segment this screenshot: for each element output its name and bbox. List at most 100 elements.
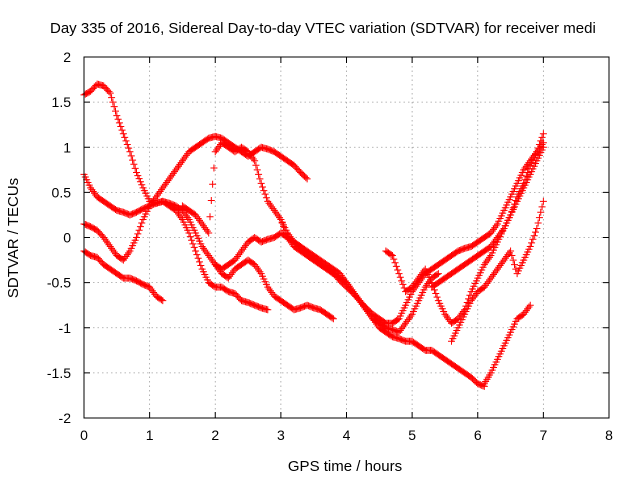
- data-point-marker: [264, 306, 272, 314]
- data-point-marker: [232, 254, 240, 262]
- data-point-marker: [482, 281, 490, 289]
- data-point-marker: [177, 159, 185, 167]
- data-point-marker: [112, 107, 119, 115]
- data-point-marker: [152, 193, 160, 201]
- data-point-marker: [175, 162, 182, 170]
- data-point-marker: [255, 170, 263, 178]
- data-point-marker: [467, 297, 475, 305]
- data-point-marker: [198, 220, 206, 228]
- data-point-marker: [247, 151, 255, 159]
- data-point-marker: [262, 194, 270, 202]
- plot-frame: [83, 56, 610, 419]
- data-point-marker: [182, 212, 190, 220]
- data-point-marker: [270, 206, 278, 214]
- data-point-marker: [303, 175, 311, 183]
- data-point-marker: [123, 251, 131, 259]
- data-point-marker: [196, 216, 203, 224]
- series-track-7: [277, 139, 547, 327]
- data-point-marker: [199, 222, 207, 230]
- data-point-marker: [176, 212, 184, 220]
- data-point-marker: [398, 277, 406, 285]
- data-point-marker: [328, 314, 336, 322]
- data-point-marker: [526, 243, 534, 251]
- data-point-marker: [497, 260, 505, 268]
- data-point-marker: [534, 219, 542, 227]
- data-point-marker: [471, 291, 479, 299]
- data-point-marker: [203, 250, 211, 258]
- data-point-marker: [265, 285, 273, 293]
- data-point-marker: [539, 197, 547, 205]
- data-point-marker: [387, 251, 395, 259]
- data-point-marker: [492, 222, 500, 230]
- data-point-marker: [480, 261, 488, 269]
- data-point-marker: [146, 202, 154, 210]
- data-point-marker: [521, 308, 529, 316]
- data-point-marker: [409, 281, 417, 289]
- data-point-marker: [487, 229, 495, 237]
- data-point-marker: [507, 247, 515, 255]
- data-point-marker: [434, 270, 442, 278]
- data-point-marker: [168, 171, 176, 179]
- data-point-marker: [106, 89, 114, 97]
- data-point-marker: [88, 186, 96, 194]
- data-point-marker: [244, 148, 252, 156]
- data-point-marker: [533, 148, 541, 156]
- data-point-marker: [148, 198, 156, 206]
- data-point-marker: [194, 215, 202, 223]
- data-point-marker: [509, 256, 517, 264]
- data-point-marker: [484, 278, 492, 286]
- data-point-marker: [496, 230, 504, 238]
- data-point-marker: [395, 328, 403, 336]
- x-tick-label: 1: [146, 427, 154, 443]
- data-point-marker: [508, 252, 516, 260]
- data-point-marker: [194, 254, 202, 262]
- data-point-marker: [193, 251, 201, 259]
- data-point-marker: [487, 243, 495, 251]
- data-point-marker: [201, 246, 209, 254]
- data-point-marker: [199, 244, 207, 252]
- data-point-marker: [252, 161, 260, 169]
- data-point-marker: [115, 119, 123, 127]
- data-point-marker: [538, 203, 546, 211]
- data-point-marker: [488, 227, 496, 235]
- data-point-marker: [113, 112, 121, 120]
- data-point-marker: [503, 252, 511, 260]
- data-point-marker: [507, 211, 515, 219]
- data-point-marker: [110, 248, 118, 256]
- data-point-marker: [257, 179, 265, 187]
- data-point-marker: [122, 252, 130, 260]
- data-point-marker: [260, 187, 268, 195]
- data-point-marker: [488, 272, 496, 280]
- data-point-marker: [129, 156, 137, 164]
- data-point-marker: [417, 271, 425, 279]
- data-point-marker: [532, 228, 539, 236]
- x-tick-label: 5: [408, 427, 416, 443]
- series-track-9: [428, 130, 547, 291]
- data-point-marker: [273, 210, 281, 218]
- data-point-marker: [396, 326, 404, 334]
- data-point-marker: [193, 213, 201, 221]
- data-point-marker: [180, 155, 188, 163]
- y-tick-label: 0.5: [52, 184, 72, 200]
- data-point-marker: [512, 196, 520, 204]
- data-point-marker: [189, 240, 197, 248]
- data-point-marker: [101, 235, 109, 243]
- data-point-marker: [133, 234, 140, 241]
- data-point-marker: [172, 166, 180, 174]
- data-point-marker: [433, 293, 441, 301]
- data-point-marker: [202, 248, 210, 256]
- data-point-marker: [159, 297, 167, 305]
- data-point-marker: [126, 148, 134, 156]
- data-point-marker: [445, 316, 453, 324]
- data-point-marker: [235, 251, 243, 259]
- data-point-marker: [403, 317, 411, 325]
- data-point-marker: [391, 259, 399, 267]
- data-point-marker: [454, 315, 462, 323]
- data-point-marker: [404, 316, 412, 324]
- data-point-marker: [108, 94, 116, 102]
- data-point-marker: [264, 283, 272, 291]
- data-point-marker: [89, 187, 97, 195]
- tick-layer: 0 1 2 3 4 5 6 7 8 2 1.5 1 0.5 0 -0.5 -1 -1.5 -2: [47, 49, 613, 443]
- data-point-marker: [234, 252, 242, 260]
- data-point-marker: [268, 203, 276, 211]
